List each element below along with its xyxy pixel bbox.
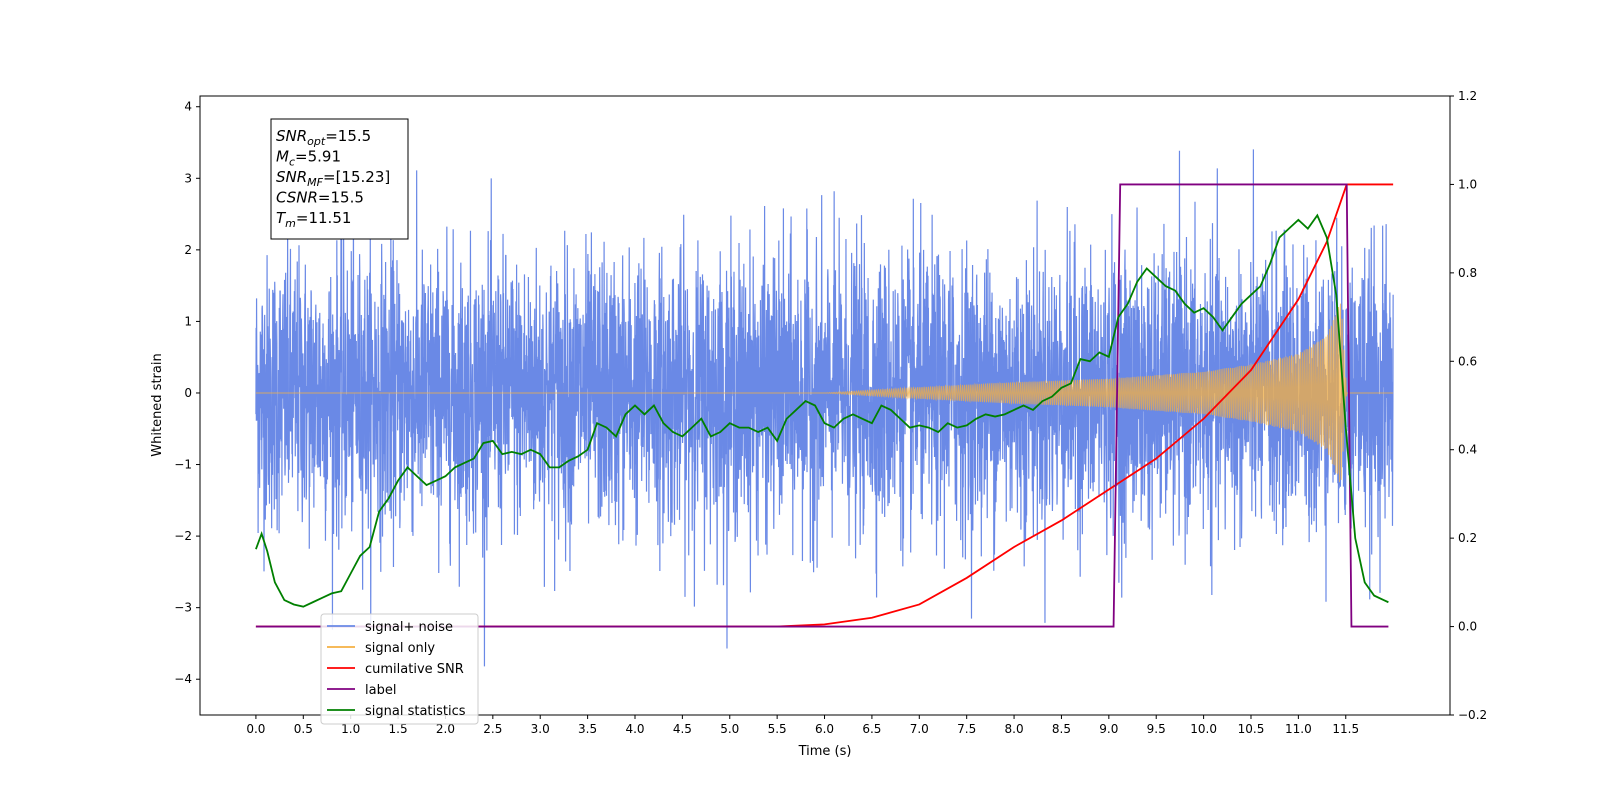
x-tick-label: 11.5 <box>1332 722 1359 736</box>
y2-tick-label: 1.2 <box>1458 89 1477 103</box>
x-tick-label: 6.5 <box>862 722 881 736</box>
x-axis-label: Time (s) <box>798 744 852 759</box>
y-tick-label: 0 <box>184 386 192 400</box>
annotation-line: CSNR=15.5 <box>276 189 364 207</box>
legend-label: signal statistics <box>365 704 466 719</box>
x-tick-label: 0.0 <box>246 722 265 736</box>
x-tick-label: 2.5 <box>483 722 502 736</box>
legend-label: signal only <box>365 641 435 656</box>
y-tick-label: 4 <box>184 100 192 114</box>
y-tick-label: 1 <box>184 314 192 328</box>
annotation-line: SNRopt=15.5 <box>276 127 371 148</box>
x-tick-label: 3.0 <box>531 722 550 736</box>
x-tick-label: 4.5 <box>673 722 692 736</box>
legend-frame <box>320 613 479 725</box>
legend: signal+ noise signal only cumilative SNR la… <box>320 613 479 725</box>
annotation-frame <box>270 118 409 240</box>
y-tick-label: 3 <box>184 171 192 185</box>
x-tick-label: 9.0 <box>1099 722 1118 736</box>
y-tick-label: −1 <box>174 458 192 472</box>
annotation-line: Mc=5.91 <box>276 148 341 169</box>
y-axis-left: 4 3 2 1 0 −1 −2 −3 −4 <box>174 100 200 686</box>
x-tick-label: 10.5 <box>1238 722 1265 736</box>
y-tick-label: −4 <box>174 672 192 686</box>
legend-label: label <box>365 683 396 698</box>
series-signal-statistics <box>255 213 1389 608</box>
x-tick-label: 4.0 <box>625 722 644 736</box>
series-signal-only <box>255 303 1394 483</box>
y-tick-label: −2 <box>174 529 192 543</box>
y-axis-right: 1.2 1.0 0.8 0.6 0.4 0.2 0.0 −0.2 <box>1450 89 1487 722</box>
x-tick-label: 0.5 <box>294 722 313 736</box>
y2-tick-label: 0.4 <box>1458 443 1477 457</box>
y2-tick-label: 0.8 <box>1458 266 1477 280</box>
y-tick-label: −3 <box>174 601 192 615</box>
y-tick-label: 2 <box>184 243 192 257</box>
series-layer <box>255 149 1394 667</box>
x-tick-label: 1.5 <box>389 722 408 736</box>
x-tick-label: 8.0 <box>1005 722 1024 736</box>
legend-label: signal+ noise <box>365 620 453 635</box>
x-tick-label: 10.0 <box>1190 722 1217 736</box>
series-cumulative-snr <box>255 183 1394 628</box>
legend-label: cumilative SNR <box>365 662 464 677</box>
x-tick-label: 8.5 <box>1052 722 1071 736</box>
x-tick-label: 7.5 <box>957 722 976 736</box>
annotation-line: SNRMF=[15.23] <box>276 168 390 189</box>
x-tick-label: 5.0 <box>720 722 739 736</box>
x-tick-label: 6.0 <box>815 722 834 736</box>
y2-tick-label: 0.6 <box>1458 354 1477 368</box>
x-tick-label: 2.0 <box>436 722 455 736</box>
x-tick-label: 9.5 <box>1147 722 1166 736</box>
y-axis-label: Whitened strain <box>150 353 165 456</box>
y2-tick-label: −0.2 <box>1458 708 1487 722</box>
series-label <box>255 183 1389 628</box>
x-tick-label: 1.0 <box>341 722 360 736</box>
x-axis: 0.0 0.5 1.0 1.5 2.0 2.5 3.0 3.5 4.0 4.5 5.0 5.5 6.0 6… <box>246 715 1359 736</box>
y2-tick-label: 1.0 <box>1458 177 1477 191</box>
x-tick-label: 11.0 <box>1285 722 1312 736</box>
x-tick-label: 3.5 <box>578 722 597 736</box>
y2-tick-label: 0.0 <box>1458 620 1477 634</box>
annotation-line: Tm=11.51 <box>276 209 351 230</box>
x-tick-label: 7.0 <box>910 722 929 736</box>
y2-tick-label: 0.2 <box>1458 531 1477 545</box>
stats-annotation-box: SNRopt=15.5Mc=5.91SNRMF=[15.23]CSNR=15.5… <box>270 118 409 240</box>
x-tick-label: 5.5 <box>768 722 787 736</box>
